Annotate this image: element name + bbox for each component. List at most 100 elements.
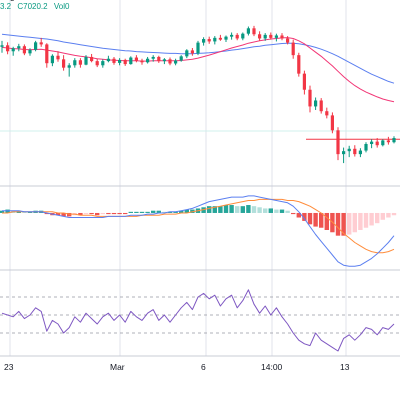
candle-body <box>213 37 217 42</box>
candle-body <box>0 45 4 47</box>
candle-body <box>302 73 306 90</box>
macd-histogram-bar <box>313 212 318 227</box>
macd-histogram-bar <box>156 210 161 213</box>
candle-body <box>386 140 390 143</box>
time-label-23: 23 <box>4 362 14 372</box>
candle-body <box>90 56 94 62</box>
macd-histogram-bar <box>95 212 100 216</box>
time-label-mar: Mar <box>110 362 125 372</box>
macd-histogram-bar <box>268 208 273 213</box>
macd-histogram-bar <box>139 211 145 213</box>
candle-body <box>106 58 110 62</box>
candle-body <box>342 151 346 155</box>
candle-body <box>146 58 150 63</box>
candle-body <box>297 55 301 74</box>
macd-histogram-bar <box>22 211 27 213</box>
ohlc-top-fragment: 3 <box>10 0 14 3</box>
candle-body <box>392 138 396 143</box>
candle-body <box>129 57 133 65</box>
candle-body <box>84 56 88 65</box>
candle-body <box>39 42 43 45</box>
candle-body <box>62 59 66 68</box>
moving-average-fast-line <box>1 37 395 103</box>
candle-body <box>45 44 49 64</box>
macd-histogram-bar <box>184 209 189 213</box>
candle-body <box>246 28 250 34</box>
candle-body <box>330 115 334 131</box>
candle-body <box>224 36 228 40</box>
macd-line <box>2 195 395 267</box>
candle-body <box>162 59 166 62</box>
candle-body <box>202 39 206 43</box>
macd-histogram-bar <box>128 211 133 213</box>
candle-body <box>17 46 21 49</box>
ohlc-close: C7020.2 <box>17 2 48 11</box>
time-label-13: 13 <box>340 362 350 372</box>
panel-dividers <box>0 185 400 357</box>
macd-histogram-bar <box>44 212 49 215</box>
candle-body <box>358 150 362 155</box>
macd-histogram-bar <box>117 212 122 215</box>
candle-body <box>157 56 161 62</box>
candle-body <box>347 148 351 152</box>
candle-body <box>235 34 239 39</box>
macd-histogram-bar <box>302 212 307 221</box>
macd-histogram-bar <box>274 209 279 213</box>
candle-body <box>336 130 340 155</box>
rsi-line <box>1 289 395 352</box>
candle-body <box>286 38 290 43</box>
macd-histogram-bar <box>363 212 369 228</box>
time-label-1400: 14:00 <box>261 362 283 372</box>
candle-body <box>230 34 234 37</box>
candle-body <box>6 45 10 52</box>
candle-body <box>28 49 32 54</box>
candle-body <box>67 65 71 68</box>
candle-body <box>375 141 379 146</box>
candle-body <box>274 35 278 38</box>
macd-histogram-bar <box>179 210 184 213</box>
candle-body <box>179 56 183 61</box>
macd-histogram-bar <box>67 212 72 217</box>
candle-body <box>207 39 211 42</box>
candle-body <box>241 33 245 39</box>
candle-body <box>123 59 127 65</box>
candle-body <box>353 148 357 155</box>
candle-body <box>95 61 99 66</box>
macd-histogram-bar <box>173 211 178 213</box>
candle-body <box>174 60 178 64</box>
candle-body <box>196 42 200 54</box>
macd-histogram-bar <box>296 212 301 218</box>
macd-histogram-bar <box>341 212 346 236</box>
macd-histogram-bar <box>123 212 128 215</box>
macd-histogram-bar <box>106 212 111 215</box>
candle-body <box>56 55 60 60</box>
macd-histogram-bar <box>190 209 195 213</box>
macd-histogram-bar <box>134 211 139 213</box>
macd-histogram-bar <box>162 211 167 213</box>
macd-histogram-bar <box>27 211 33 213</box>
macd-histogram-bar <box>347 212 352 235</box>
ohlc-legend: 3 3.2 C7020.2 Vol0 <box>0 0 73 11</box>
candle-body <box>140 60 144 63</box>
candle-body <box>381 140 385 146</box>
macd-histogram-bar <box>5 209 10 213</box>
macd-histogram-bar <box>167 211 173 213</box>
candle-body <box>308 89 312 107</box>
macd-histogram-bar <box>83 212 89 215</box>
macd-histogram-bar <box>375 212 380 224</box>
candle-body <box>22 46 26 54</box>
macd-histogram-bar <box>235 206 240 213</box>
candle-body <box>112 58 116 63</box>
macd-histogram-bar <box>279 209 285 213</box>
macd-histogram-bar <box>240 206 245 213</box>
macd-histogram-bar <box>111 212 117 215</box>
macd-panel <box>0 195 397 267</box>
macd-histogram-bar <box>145 211 150 213</box>
macd-histogram-bar <box>201 207 206 213</box>
candle-body <box>50 55 54 64</box>
candle-body <box>185 50 189 57</box>
candle-body <box>101 61 105 66</box>
macd-histogram-bar <box>263 208 268 213</box>
